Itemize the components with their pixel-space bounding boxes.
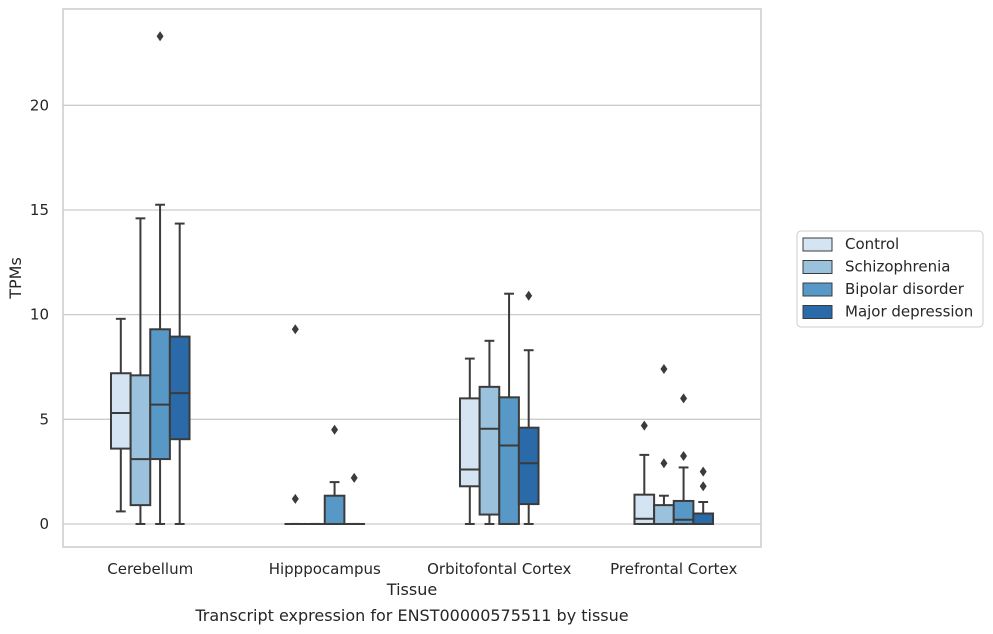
legend-swatch [802,237,833,252]
box-schizophrenia [129,217,152,525]
box-control [109,317,132,513]
box-control [284,324,307,525]
legend-item-label: Control [845,235,899,253]
box-iqr [692,512,715,525]
outlier-point [291,493,299,504]
box-bipolar-disorder [498,292,520,525]
box-plots [109,31,715,525]
y-axis-label: TPMs [6,257,25,300]
y-tick-label: 0 [39,515,49,533]
box-major-depression [168,222,191,525]
legend-item-label: Bipolar disorder [845,280,965,298]
box-control [458,357,481,525]
y-tick-labels: 0 5 10 15 20 [30,96,49,533]
box-major-depression [343,472,366,525]
outlier-point [660,364,668,375]
legend-item-label: Schizophrenia [845,258,950,276]
box-iqr [478,385,501,516]
x-tick-label: Prefrontal Cortex [610,560,737,578]
box-bipolar-disorder [149,31,171,525]
legend-swatch [802,305,833,319]
box-iqr [672,499,695,525]
legend-swatch [802,260,833,274]
x-tick-label: Cerebellum [107,560,193,578]
outlier-point [680,450,688,461]
gridlines [63,104,761,525]
legend-frame [796,230,984,328]
y-tick-label: 10 [30,306,49,324]
box-schizophrenia [653,364,675,525]
box-major-depression [517,290,540,525]
box-iqr [149,328,171,461]
legend-swatch [802,282,833,297]
box-control [633,420,656,525]
outlier-point [350,472,358,483]
box-iqr [129,374,152,507]
outlier-point [640,420,648,431]
outlier-point [699,466,707,477]
box-iqr [498,396,520,525]
legend-item-label: Major depression [845,303,973,321]
x-tick-label: Hipppocampus [269,560,381,578]
plot-frame [62,8,762,548]
box-schizophrenia [478,339,501,525]
x-axis-label: Tissue [386,580,437,599]
box-iqr [517,426,540,506]
box-bipolar-disorder [323,424,346,525]
box-iqr [653,504,675,525]
box-iqr [109,372,132,450]
x-tick-label: Orbitofontal Cortex [427,560,571,578]
outlier-point [525,290,533,301]
x-tick-labels: Cerebellum Hipppocampus Orbitofontal Corte… [107,560,737,578]
y-tick-label: 5 [39,410,49,428]
outlier-point [699,481,707,492]
outlier-point [291,324,299,335]
box-iqr [168,335,191,441]
outlier-point [331,424,339,435]
outlier-point [680,393,688,404]
box-bipolar-disorder [672,393,695,525]
outlier-point [660,458,668,469]
legend: Control Schizophrenia Bipolar disorder Majo… [796,230,984,328]
outlier-point [156,31,164,42]
y-tick-label: 20 [30,96,49,114]
box-iqr [323,494,346,525]
y-tick-label: 15 [30,201,49,219]
box-iqr [458,397,481,488]
box-major-depression [692,466,715,525]
chart-caption: Transcript expression for ENST0000057551… [194,606,628,625]
